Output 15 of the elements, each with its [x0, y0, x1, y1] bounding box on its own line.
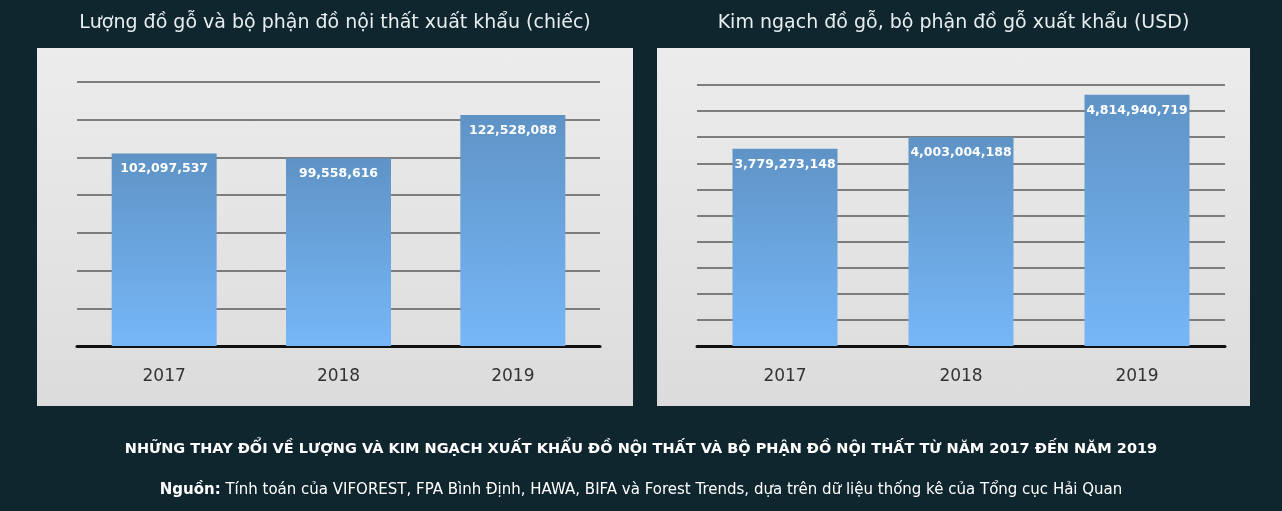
x-tick-label: 2018: [316, 364, 361, 385]
x-tick-label: 2017: [142, 364, 186, 385]
x-tick-label: 2018: [939, 364, 983, 385]
text: Nguồn: Tính toán của VIFOREST, FPA Bình Định, HAWA, BIFA và Forest Trends, dựa trên dữ liệu thống kê của Tổng cục Hải Quan: [158, 480, 1124, 498]
data-label: 99,558,616: [298, 165, 379, 181]
data-label: 122,528,088: [468, 121, 557, 137]
data-label: 102,097,537: [120, 160, 209, 176]
chart-title: Lượng đồ gỗ và bộ phận đồ nội thất xuất khẩu (chiếc): [78, 10, 592, 32]
data-label: 3,779,273,148: [734, 155, 836, 171]
data-label: 4,003,004,188: [910, 144, 1012, 160]
x-tick-label: 2017: [763, 364, 807, 385]
x-tick-label: 2019: [491, 364, 535, 385]
data-label: 4,814,940,719: [1086, 101, 1188, 117]
chart-title: Kim ngạch đồ gỗ, bộ phận đồ gỗ xuất khẩu (USD): [716, 10, 1191, 32]
x-tick-label: 2019: [1115, 364, 1159, 385]
